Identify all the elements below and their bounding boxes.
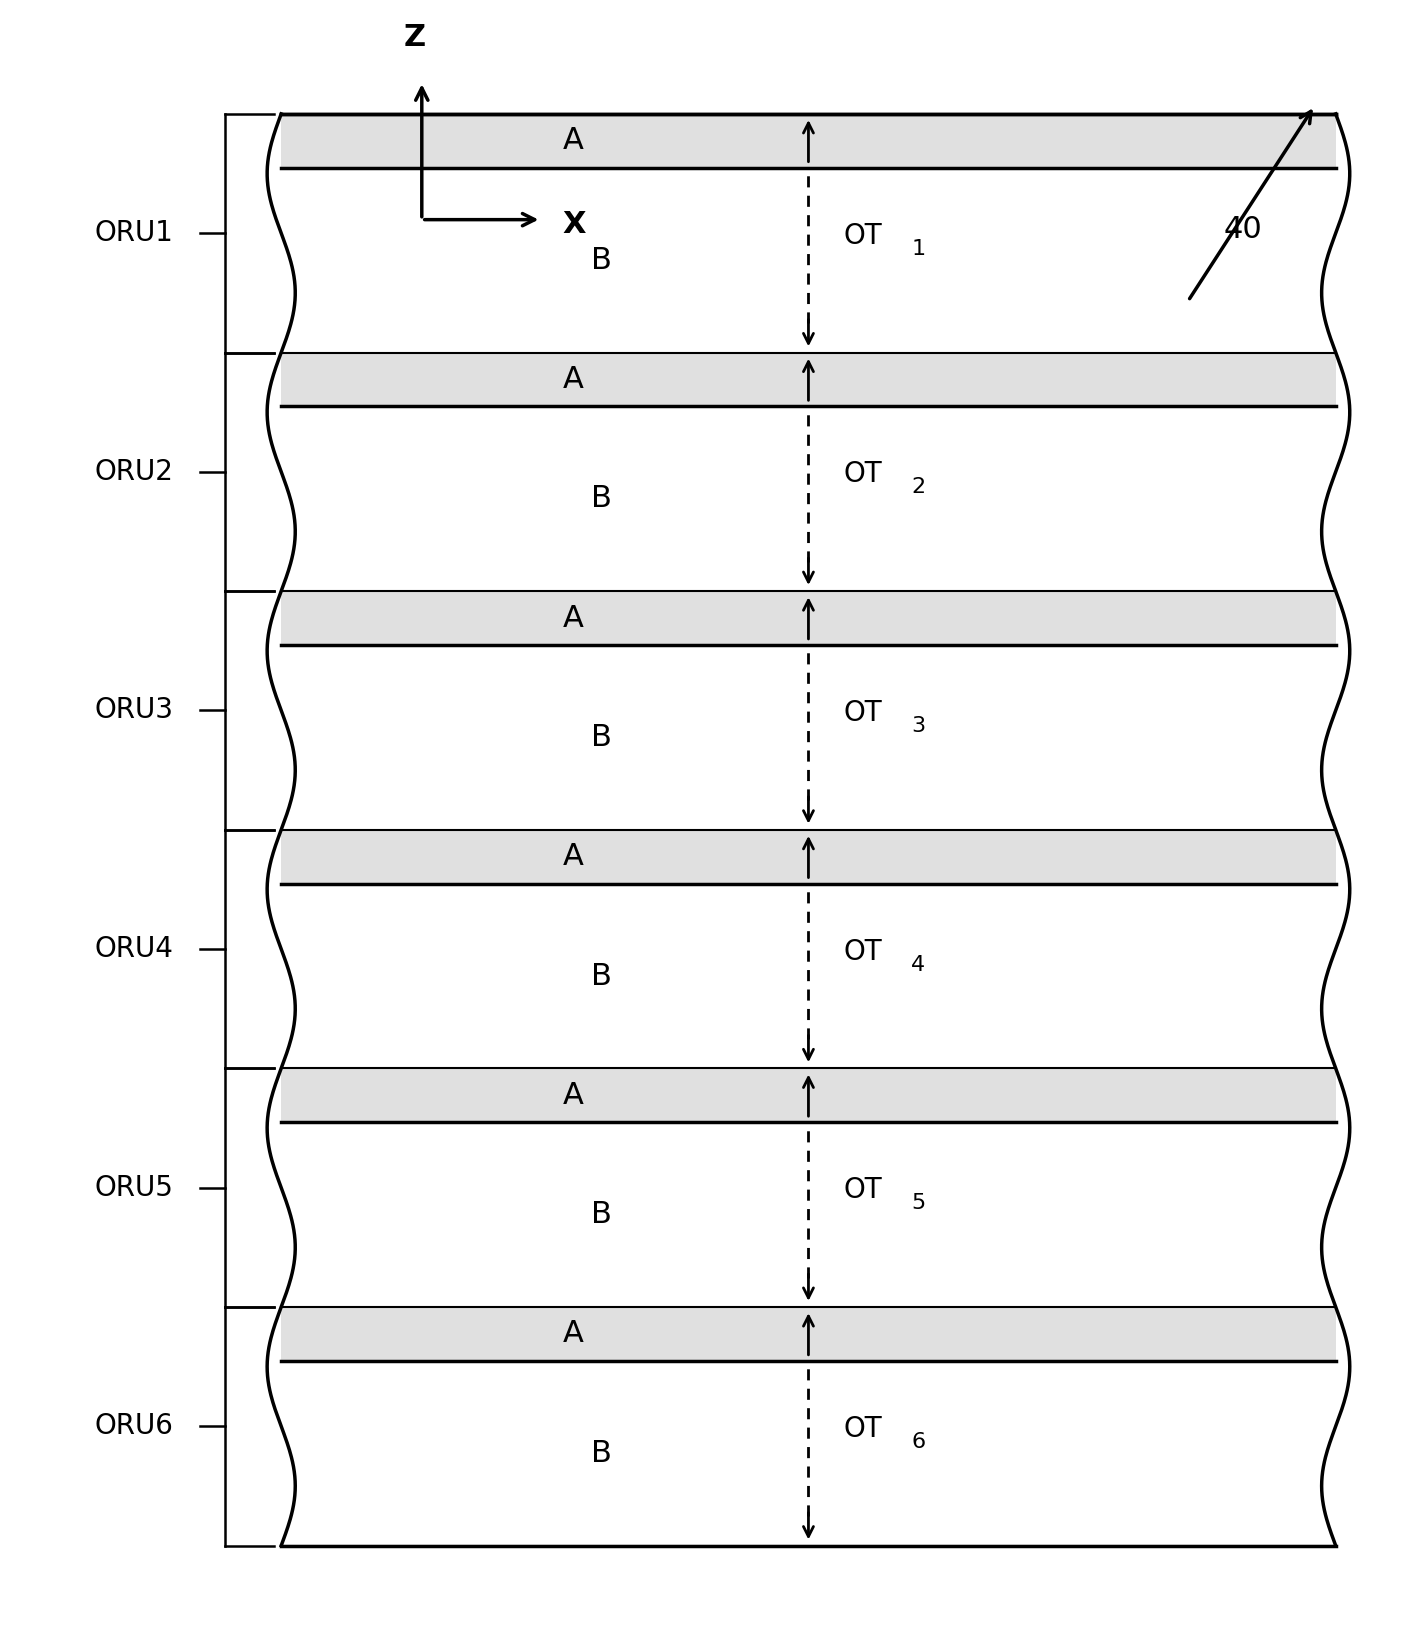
Text: OT: OT bbox=[844, 221, 882, 249]
Bar bbox=[281, 1069, 1336, 1123]
Text: 3: 3 bbox=[911, 716, 925, 735]
Text: 1: 1 bbox=[911, 239, 925, 259]
Bar bbox=[281, 883, 1336, 1069]
Text: B: B bbox=[591, 722, 612, 752]
Text: A: A bbox=[562, 1080, 583, 1110]
Bar bbox=[281, 407, 1336, 591]
Text: A: A bbox=[562, 364, 583, 394]
Text: OT: OT bbox=[844, 700, 882, 727]
Text: B: B bbox=[591, 962, 612, 991]
Text: 6: 6 bbox=[911, 1432, 925, 1451]
Text: B: B bbox=[591, 1201, 612, 1228]
Text: B: B bbox=[591, 1438, 612, 1468]
Text: OT: OT bbox=[844, 1415, 882, 1443]
Text: ORU2: ORU2 bbox=[94, 457, 173, 486]
Bar bbox=[281, 114, 1336, 168]
Text: 4: 4 bbox=[911, 955, 925, 975]
Text: A: A bbox=[562, 843, 583, 870]
Text: ORU4: ORU4 bbox=[94, 936, 173, 963]
Text: OT: OT bbox=[844, 1176, 882, 1204]
Bar bbox=[281, 1306, 1336, 1360]
Text: B: B bbox=[591, 485, 612, 513]
Text: ORU1: ORU1 bbox=[94, 220, 173, 247]
Text: ORU3: ORU3 bbox=[94, 696, 173, 724]
Bar bbox=[281, 168, 1336, 353]
Text: 5: 5 bbox=[911, 1193, 925, 1214]
Text: ORU6: ORU6 bbox=[94, 1412, 173, 1440]
Bar bbox=[281, 591, 1336, 644]
Text: 40: 40 bbox=[1223, 215, 1263, 244]
Text: A: A bbox=[562, 604, 583, 633]
Bar bbox=[281, 830, 1336, 883]
Text: A: A bbox=[562, 127, 583, 155]
Text: 2: 2 bbox=[911, 477, 925, 498]
Text: A: A bbox=[562, 1319, 583, 1349]
Text: Z: Z bbox=[404, 23, 426, 52]
Bar bbox=[281, 353, 1336, 407]
Text: OT: OT bbox=[844, 460, 882, 488]
Text: ORU5: ORU5 bbox=[94, 1173, 173, 1202]
Text: B: B bbox=[591, 246, 612, 275]
Bar bbox=[281, 1360, 1336, 1546]
Text: OT: OT bbox=[844, 937, 882, 965]
Bar bbox=[281, 1123, 1336, 1306]
Bar bbox=[281, 644, 1336, 830]
Text: X: X bbox=[562, 210, 586, 239]
